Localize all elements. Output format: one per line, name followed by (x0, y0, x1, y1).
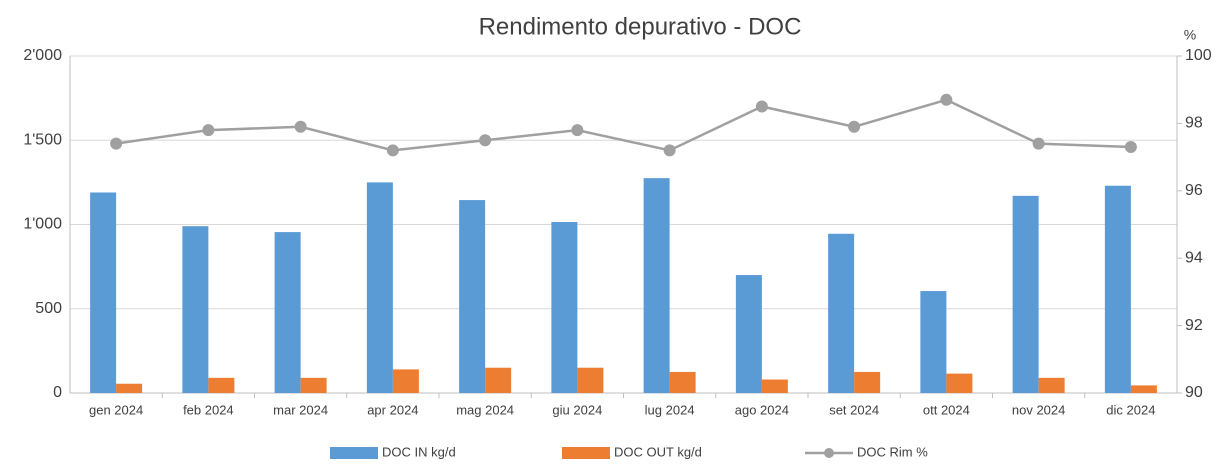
y-tick-label: 0 (53, 384, 62, 401)
legend-label: DOC IN kg/d (382, 444, 456, 459)
legend-swatch (824, 448, 834, 458)
y2-tick-label: 94 (1185, 249, 1203, 266)
bar (1012, 195, 1039, 393)
y-tick-label: 1'000 (23, 216, 62, 233)
legend-swatch (330, 447, 378, 459)
bar (735, 275, 762, 393)
bar (182, 226, 209, 393)
line-marker (571, 124, 584, 137)
bar (551, 221, 578, 393)
line-marker (386, 144, 399, 157)
line-marker (1032, 137, 1045, 150)
bar (828, 233, 855, 393)
bar (485, 367, 512, 393)
bar (1104, 185, 1131, 393)
bar (1038, 377, 1065, 393)
x-tick-label: lug 2024 (645, 402, 695, 417)
bar (300, 377, 327, 393)
bar (392, 369, 419, 393)
x-tick-label: apr 2024 (367, 402, 418, 417)
line-marker (1124, 140, 1137, 153)
line (115, 98, 1131, 152)
legend-label: DOC Rim % (857, 444, 928, 459)
legend-label: DOC OUT kg/d (614, 444, 702, 459)
bar (643, 178, 670, 393)
line-marker (663, 144, 676, 157)
x-tick-label: gen 2024 (89, 402, 143, 417)
y2-tick-label: 100 (1185, 47, 1212, 64)
x-tick-label: mar 2024 (273, 402, 328, 417)
x-tick-label: giu 2024 (552, 402, 602, 417)
bar (1130, 385, 1157, 393)
legend-swatch (562, 447, 610, 459)
y-tick-label: 500 (35, 300, 62, 317)
bar (669, 371, 696, 393)
bar (577, 367, 604, 393)
bar (920, 291, 947, 393)
line-marker (110, 137, 123, 150)
y-tick-label: 2'000 (23, 47, 62, 64)
x-tick-label: dic 2024 (1106, 402, 1155, 417)
line-marker (479, 134, 492, 147)
line-marker (202, 124, 215, 137)
bar (208, 377, 235, 393)
x-tick-label: ago 2024 (735, 402, 789, 417)
line-marker (848, 120, 861, 133)
bar (90, 192, 117, 393)
bar (116, 383, 143, 393)
bar (366, 182, 393, 393)
bar (854, 371, 881, 393)
line-marker (940, 93, 953, 106)
y-tick-label: 1'500 (23, 131, 62, 148)
y2-tick-label: 90 (1185, 384, 1203, 401)
y2-tick-label: 92 (1185, 317, 1203, 334)
x-tick-label: mag 2024 (456, 402, 514, 417)
y2-tick-label: 98 (1185, 115, 1203, 132)
line-marker (294, 120, 307, 133)
bar (761, 379, 788, 393)
chart-title: Rendimento depurativo - DOC (479, 13, 802, 40)
x-tick-label: nov 2024 (1012, 402, 1066, 417)
x-tick-label: set 2024 (829, 402, 879, 417)
y2-tick-label: 96 (1185, 182, 1203, 199)
bar (459, 200, 486, 393)
bar (274, 232, 301, 393)
x-tick-label: ott 2024 (923, 402, 970, 417)
x-tick-label: feb 2024 (183, 402, 234, 417)
y2-axis-label: % (1184, 27, 1196, 43)
line-marker (755, 100, 768, 113)
bar (946, 373, 973, 393)
